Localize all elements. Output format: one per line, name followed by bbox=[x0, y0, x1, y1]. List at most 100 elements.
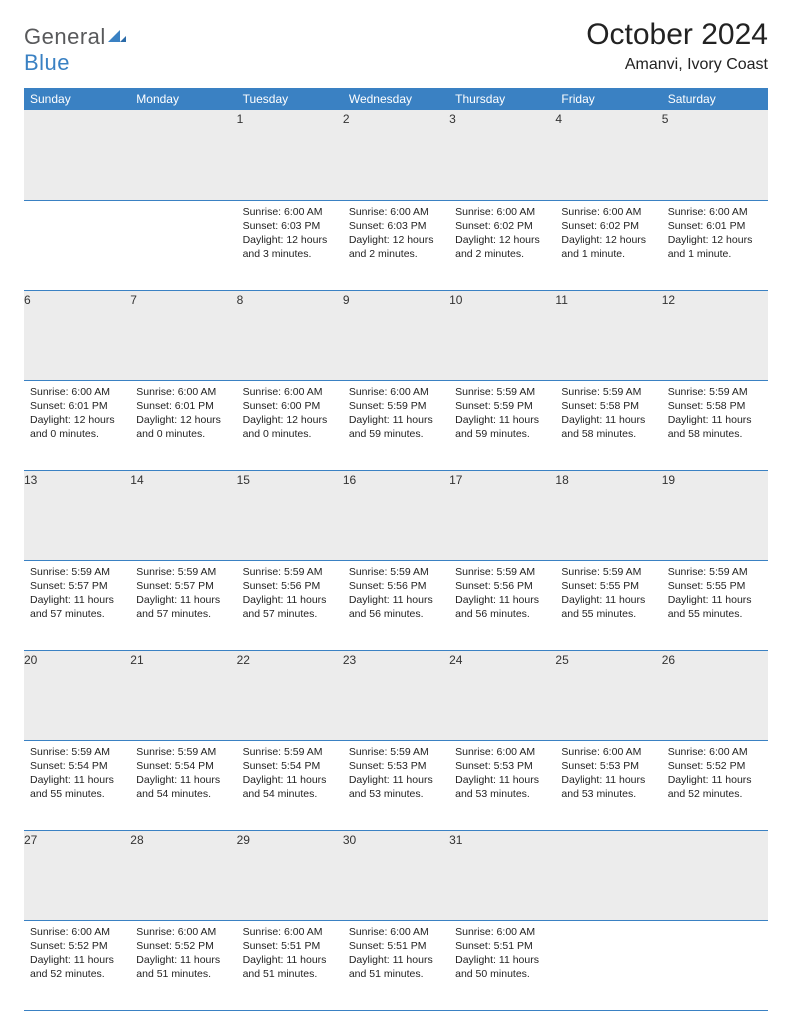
daynum-cell: 21 bbox=[130, 650, 236, 740]
title-block: October 2024 Amanvi, Ivory Coast bbox=[586, 18, 768, 74]
day-number: 6 bbox=[24, 293, 31, 307]
day-details: Sunrise: 5:59 AM Sunset: 5:55 PM Dayligh… bbox=[662, 561, 768, 628]
day-cell: Sunrise: 5:59 AM Sunset: 5:54 PM Dayligh… bbox=[237, 740, 343, 830]
day-number: 14 bbox=[130, 473, 143, 487]
location-label: Amanvi, Ivory Coast bbox=[586, 56, 768, 74]
day-number: 12 bbox=[662, 293, 675, 307]
day-number: 10 bbox=[449, 293, 462, 307]
day-cell bbox=[24, 200, 130, 290]
daynum-cell: 24 bbox=[449, 650, 555, 740]
day-cell: Sunrise: 6:00 AM Sunset: 6:02 PM Dayligh… bbox=[449, 200, 555, 290]
daynum-cell: 28 bbox=[130, 830, 236, 920]
day-cell: Sunrise: 6:00 AM Sunset: 6:02 PM Dayligh… bbox=[555, 200, 661, 290]
day-cell: Sunrise: 6:00 AM Sunset: 6:03 PM Dayligh… bbox=[343, 200, 449, 290]
col-sunday: Sunday bbox=[24, 88, 130, 110]
day-details bbox=[24, 201, 130, 211]
day-details: Sunrise: 5:59 AM Sunset: 5:56 PM Dayligh… bbox=[237, 561, 343, 628]
daynum-cell bbox=[662, 830, 768, 920]
daynum-cell: 25 bbox=[555, 650, 661, 740]
day-details: Sunrise: 6:00 AM Sunset: 6:01 PM Dayligh… bbox=[130, 381, 236, 448]
day-number: 30 bbox=[343, 833, 356, 847]
day-cell: Sunrise: 5:59 AM Sunset: 5:59 PM Dayligh… bbox=[449, 380, 555, 470]
day-number: 31 bbox=[449, 833, 462, 847]
daynum-cell: 9 bbox=[343, 290, 449, 380]
day-cell bbox=[555, 920, 661, 1010]
day-details: Sunrise: 6:00 AM Sunset: 5:53 PM Dayligh… bbox=[449, 741, 555, 808]
day-cell: Sunrise: 5:59 AM Sunset: 5:55 PM Dayligh… bbox=[662, 560, 768, 650]
day-number: 23 bbox=[343, 653, 356, 667]
daynum-cell bbox=[130, 110, 236, 200]
day-details: Sunrise: 5:59 AM Sunset: 5:53 PM Dayligh… bbox=[343, 741, 449, 808]
week-row: Sunrise: 5:59 AM Sunset: 5:57 PM Dayligh… bbox=[24, 560, 768, 650]
col-thursday: Thursday bbox=[449, 88, 555, 110]
daynum-cell: 15 bbox=[237, 470, 343, 560]
day-cell: Sunrise: 5:59 AM Sunset: 5:57 PM Dayligh… bbox=[24, 560, 130, 650]
weekday-header-row: Sunday Monday Tuesday Wednesday Thursday… bbox=[24, 88, 768, 110]
day-details bbox=[662, 921, 768, 931]
day-details: Sunrise: 6:00 AM Sunset: 5:52 PM Dayligh… bbox=[130, 921, 236, 988]
day-details: Sunrise: 6:00 AM Sunset: 6:02 PM Dayligh… bbox=[449, 201, 555, 268]
day-number: 20 bbox=[24, 653, 37, 667]
day-number: 8 bbox=[237, 293, 244, 307]
daynum-cell: 22 bbox=[237, 650, 343, 740]
day-details: Sunrise: 5:59 AM Sunset: 5:58 PM Dayligh… bbox=[555, 381, 661, 448]
day-cell: Sunrise: 5:59 AM Sunset: 5:56 PM Dayligh… bbox=[343, 560, 449, 650]
day-details: Sunrise: 5:59 AM Sunset: 5:54 PM Dayligh… bbox=[237, 741, 343, 808]
day-details bbox=[555, 921, 661, 931]
day-number: 13 bbox=[24, 473, 37, 487]
day-cell: Sunrise: 6:00 AM Sunset: 6:01 PM Dayligh… bbox=[662, 200, 768, 290]
day-number: 18 bbox=[555, 473, 568, 487]
day-details: Sunrise: 6:00 AM Sunset: 5:52 PM Dayligh… bbox=[24, 921, 130, 988]
day-details: Sunrise: 6:00 AM Sunset: 5:52 PM Dayligh… bbox=[662, 741, 768, 808]
daynum-cell: 5 bbox=[662, 110, 768, 200]
daynum-cell: 13 bbox=[24, 470, 130, 560]
day-number: 1 bbox=[237, 112, 244, 126]
daynum-cell: 1 bbox=[237, 110, 343, 200]
day-number: 29 bbox=[237, 833, 250, 847]
daynum-cell: 11 bbox=[555, 290, 661, 380]
day-number: 25 bbox=[555, 653, 568, 667]
day-cell: Sunrise: 5:59 AM Sunset: 5:56 PM Dayligh… bbox=[449, 560, 555, 650]
day-cell: Sunrise: 6:00 AM Sunset: 6:00 PM Dayligh… bbox=[237, 380, 343, 470]
day-cell: Sunrise: 5:59 AM Sunset: 5:57 PM Dayligh… bbox=[130, 560, 236, 650]
day-cell bbox=[130, 200, 236, 290]
day-cell: Sunrise: 5:59 AM Sunset: 5:58 PM Dayligh… bbox=[662, 380, 768, 470]
day-number: 26 bbox=[662, 653, 675, 667]
day-cell: Sunrise: 5:59 AM Sunset: 5:53 PM Dayligh… bbox=[343, 740, 449, 830]
header: General Blue October 2024 Amanvi, Ivory … bbox=[24, 18, 768, 76]
daynum-row: 27 2829 30 31 bbox=[24, 830, 768, 920]
day-details: Sunrise: 6:00 AM Sunset: 5:53 PM Dayligh… bbox=[555, 741, 661, 808]
day-cell: Sunrise: 6:00 AM Sunset: 6:01 PM Dayligh… bbox=[24, 380, 130, 470]
day-cell: Sunrise: 6:00 AM Sunset: 5:52 PM Dayligh… bbox=[662, 740, 768, 830]
day-details: Sunrise: 6:00 AM Sunset: 5:59 PM Dayligh… bbox=[343, 381, 449, 448]
daynum-cell: 17 bbox=[449, 470, 555, 560]
day-details: Sunrise: 6:00 AM Sunset: 6:01 PM Dayligh… bbox=[662, 201, 768, 268]
day-cell: Sunrise: 5:59 AM Sunset: 5:56 PM Dayligh… bbox=[237, 560, 343, 650]
day-number: 5 bbox=[662, 112, 669, 126]
day-details: Sunrise: 5:59 AM Sunset: 5:57 PM Dayligh… bbox=[130, 561, 236, 628]
daynum-cell: 18 bbox=[555, 470, 661, 560]
daynum-cell: 10 bbox=[449, 290, 555, 380]
day-cell: Sunrise: 6:00 AM Sunset: 5:51 PM Dayligh… bbox=[237, 920, 343, 1010]
day-details: Sunrise: 6:00 AM Sunset: 6:03 PM Dayligh… bbox=[237, 201, 343, 268]
day-number: 17 bbox=[449, 473, 462, 487]
daynum-cell: 26 bbox=[662, 650, 768, 740]
day-number: 11 bbox=[555, 293, 567, 307]
day-number: 3 bbox=[449, 112, 456, 126]
daynum-cell: 16 bbox=[343, 470, 449, 560]
daynum-cell bbox=[555, 830, 661, 920]
day-number: 24 bbox=[449, 653, 462, 667]
day-details: Sunrise: 6:00 AM Sunset: 6:00 PM Dayligh… bbox=[237, 381, 343, 448]
day-cell: Sunrise: 6:00 AM Sunset: 5:59 PM Dayligh… bbox=[343, 380, 449, 470]
day-number: 2 bbox=[343, 112, 350, 126]
day-details: Sunrise: 6:00 AM Sunset: 5:51 PM Dayligh… bbox=[449, 921, 555, 988]
daynum-row: 6789101112 bbox=[24, 290, 768, 380]
day-details: Sunrise: 6:00 AM Sunset: 6:01 PM Dayligh… bbox=[24, 381, 130, 448]
col-monday: Monday bbox=[130, 88, 236, 110]
day-details: Sunrise: 5:59 AM Sunset: 5:56 PM Dayligh… bbox=[449, 561, 555, 628]
week-row: Sunrise: 5:59 AM Sunset: 5:54 PM Dayligh… bbox=[24, 740, 768, 830]
day-number: 27 bbox=[24, 833, 37, 847]
day-number: 16 bbox=[343, 473, 356, 487]
day-details: Sunrise: 5:59 AM Sunset: 5:54 PM Dayligh… bbox=[24, 741, 130, 808]
day-number: 21 bbox=[130, 653, 143, 667]
